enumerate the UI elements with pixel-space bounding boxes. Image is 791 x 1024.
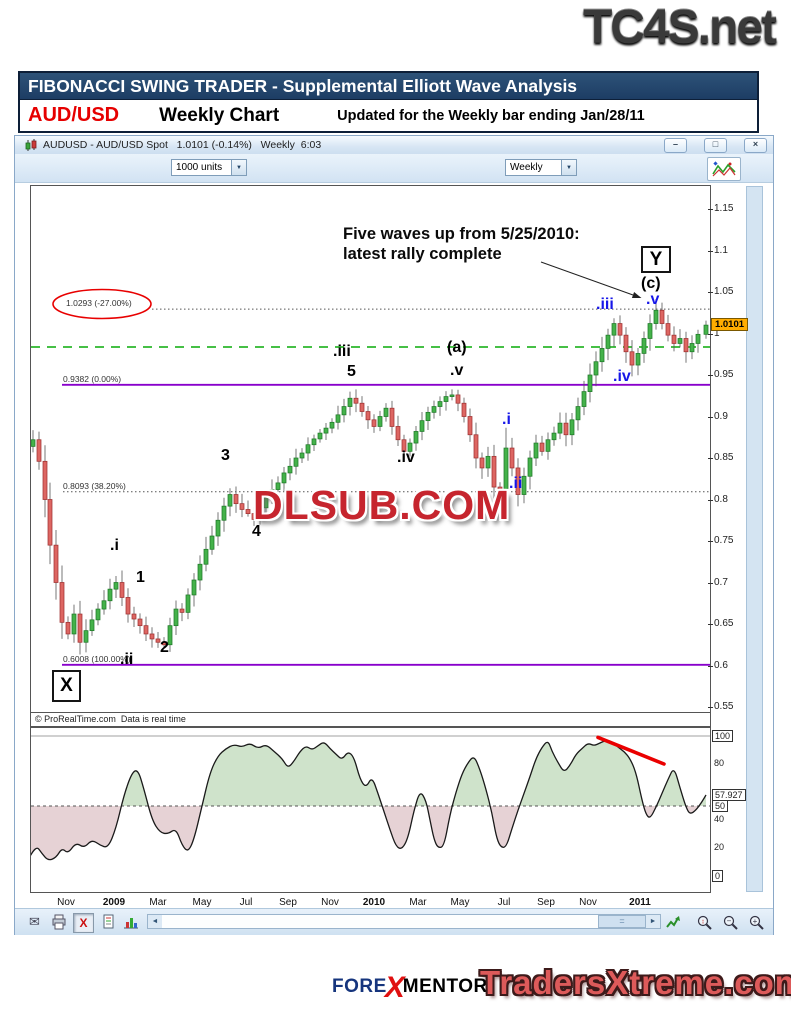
- svg-text:↕: ↕: [701, 918, 705, 925]
- scroll-right-icon[interactable]: ►: [646, 915, 660, 928]
- svg-text:−: −: [727, 916, 732, 925]
- window-controls: – □ ×: [664, 138, 767, 153]
- oscillator-panel[interactable]: [30, 727, 711, 893]
- chart-type-label: Weekly Chart: [159, 104, 280, 126]
- show-chart-icon[interactable]: [663, 913, 682, 931]
- report-title: FIBONACCI SWING TRADER - Supplemental El…: [20, 73, 757, 99]
- price-chart-plot[interactable]: [30, 185, 711, 713]
- window-title: AUDUSD - AUD/USD Spot 1.0101 (-0.14%) We…: [43, 139, 322, 151]
- indicator-bars-icon[interactable]: [121, 913, 140, 931]
- scroll-left-icon[interactable]: ◄: [148, 915, 162, 928]
- export-document-icon[interactable]: [99, 913, 118, 931]
- zoom-out-icon[interactable]: −: [721, 913, 740, 931]
- forexmentor-x: X: [384, 970, 405, 1004]
- horizontal-scrollbar[interactable]: ◄ = ►: [147, 914, 661, 929]
- window-titlebar[interactable]: AUDUSD - AUD/USD Spot 1.0101 (-0.14%) We…: [15, 136, 773, 155]
- chevron-down-icon: ▼: [231, 160, 246, 175]
- close-button[interactable]: ×: [744, 138, 767, 153]
- svg-text:+: +: [753, 916, 758, 925]
- units-dropdown-value: 1000 units: [176, 162, 223, 173]
- forexmentor-fore: FORE: [332, 976, 387, 997]
- delete-drawing-icon[interactable]: X: [73, 913, 94, 933]
- report-subheader: AUD/USD Weekly Chart Updated for the Wee…: [20, 99, 757, 131]
- period-dropdown[interactable]: Weekly ▼: [505, 159, 577, 176]
- updated-label: Updated for the Weekly bar ending Jan/28…: [337, 107, 645, 124]
- chart-style-icon: [712, 161, 736, 177]
- chart-toolbar: 1000 units ▼ Weekly ▼: [15, 154, 773, 183]
- zoom-in-icon[interactable]: +: [747, 913, 766, 931]
- forexmentor-logo: FORE X MENTOR: [332, 970, 488, 1004]
- tc4s-logo: TC4S.net: [582, 1, 777, 54]
- bottom-toolbar: ✉ X ◄ =: [15, 908, 773, 935]
- tradersxtreme-logo: TradersXtreme.com: [480, 964, 791, 1001]
- copyright-strip: © ProRealTime.com Data is real time: [30, 713, 711, 727]
- units-dropdown[interactable]: 1000 units ▼: [171, 159, 247, 176]
- chevron-down-icon: ▼: [561, 160, 576, 175]
- chart-style-button[interactable]: [707, 157, 741, 181]
- candlestick-icon: [25, 138, 37, 152]
- scrollbar-thumb[interactable]: =: [598, 915, 646, 928]
- forexmentor-mentor: MENTOR: [402, 976, 488, 997]
- report-header: FIBONACCI SWING TRADER - Supplemental El…: [18, 71, 759, 133]
- pair-label: AUD/USD: [28, 104, 120, 126]
- vertical-scrollbar[interactable]: [746, 186, 763, 892]
- maximize-button[interactable]: □: [704, 138, 727, 153]
- period-dropdown-value: Weekly: [510, 162, 543, 173]
- print-icon[interactable]: [49, 913, 68, 931]
- mail-icon[interactable]: ✉: [29, 914, 40, 929]
- zoom-fit-icon[interactable]: ↕: [695, 913, 714, 931]
- minimize-button[interactable]: –: [664, 138, 687, 153]
